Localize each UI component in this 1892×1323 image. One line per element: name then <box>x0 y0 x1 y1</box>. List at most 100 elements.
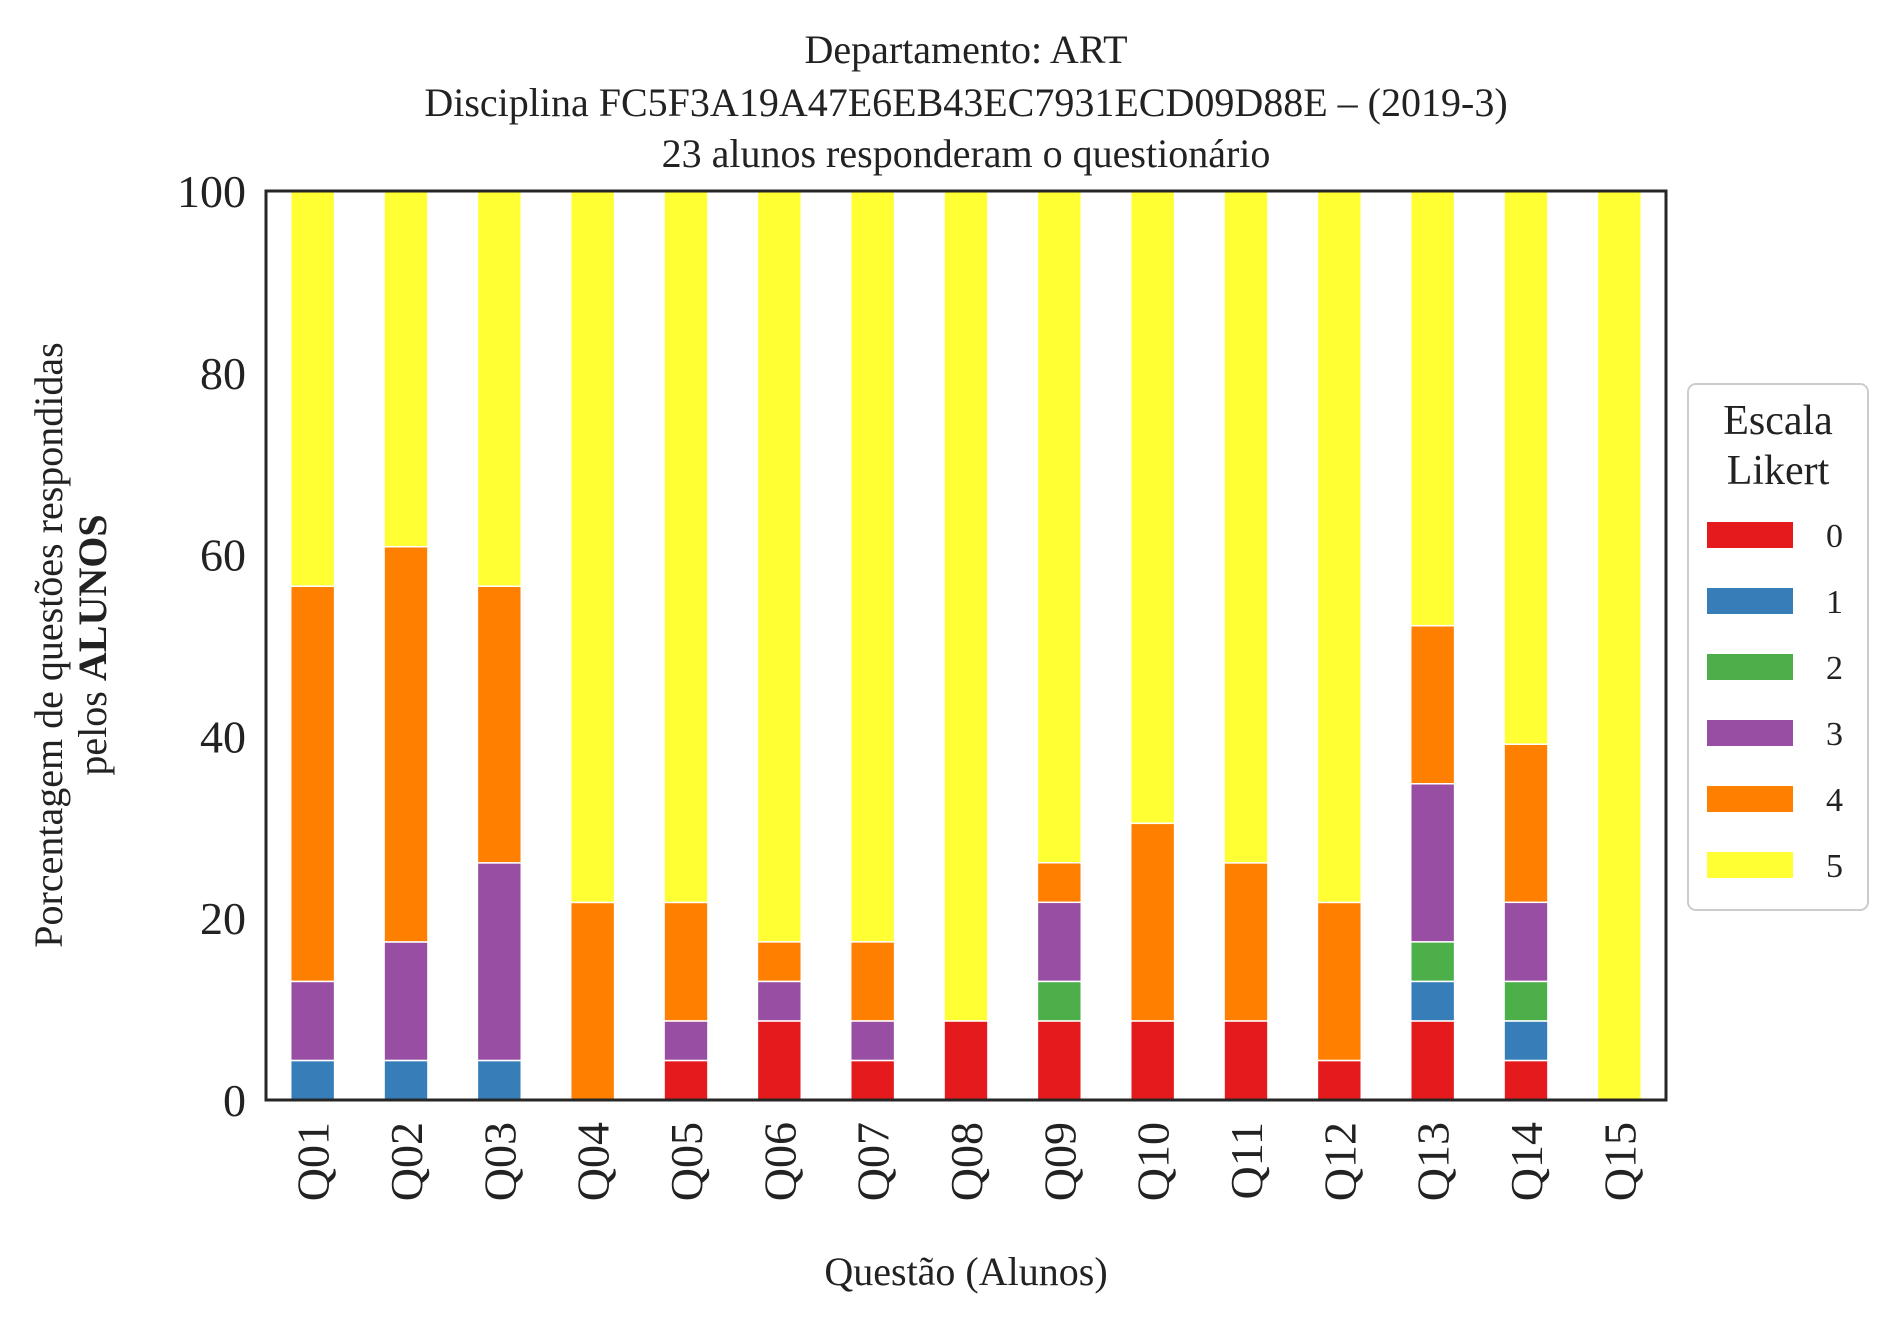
bar-q11-likert-0 <box>1223 1020 1269 1101</box>
bar-q10-likert-5 <box>1129 190 1176 825</box>
y-axis-label: Porcentagem de questões respondidas pelo… <box>26 342 115 947</box>
legend-swatch-2 <box>1707 654 1793 680</box>
legend-label-0: 0 <box>1826 518 1843 555</box>
bar-q14-likert-3 <box>1503 901 1549 983</box>
plot-frame <box>264 189 1668 1102</box>
bar-q09-likert-4 <box>1036 862 1083 904</box>
legend: Escala Likert 0 1 2 3 4 5 <box>1687 383 1869 911</box>
bar-q04-likert-4 <box>569 901 616 1101</box>
bar-q08-likert-5 <box>943 190 989 1022</box>
x-tick-label-q05: Q05 <box>661 1122 712 1201</box>
legend-label-4: 4 <box>1826 782 1843 819</box>
bar-q12-likert-4 <box>1316 901 1363 1062</box>
bar-q03-likert-1 <box>476 1059 523 1101</box>
bar-q13-likert-4 <box>1409 624 1456 785</box>
bar-q05-likert-4 <box>663 901 709 1022</box>
bar-q12-likert-5 <box>1316 190 1363 904</box>
legend-title-line-1: Escala <box>1723 398 1833 444</box>
x-tick-label-q13: Q13 <box>1408 1122 1459 1201</box>
bar-q09-likert-0 <box>1036 1020 1083 1101</box>
x-tick-label-q10: Q10 <box>1128 1122 1179 1201</box>
bar-q02-likert-4 <box>383 545 429 943</box>
chart-title: Departamento: ART Disciplina FC5F3A19A47… <box>424 27 1507 176</box>
y-axis-label-bold: ALUNOS <box>70 514 115 681</box>
y-tick-label-80: 80 <box>200 348 246 399</box>
x-axis-ticks: Q01 Q02 Q03 Q04 Q05 Q06 Q07 Q08 Q09 Q10 Q11 Q12 Q13 Q… <box>288 1122 1646 1201</box>
bar-q14-likert-2 <box>1503 980 1549 1022</box>
bar-q06-likert-5 <box>756 190 803 943</box>
y-axis-label-line-2: pelos ALUNOS <box>70 514 115 775</box>
x-tick-label-q07: Q07 <box>848 1122 899 1201</box>
legend-swatch-5 <box>1707 852 1793 878</box>
bar-q03-likert-3 <box>476 862 523 1062</box>
y-tick-label-60: 60 <box>200 530 246 581</box>
legend-swatch-4 <box>1707 786 1793 812</box>
bar-q04-likert-5 <box>569 190 616 904</box>
bar-q07-likert-5 <box>849 190 896 943</box>
title-line-2: Disciplina FC5F3A19A47E6EB43EC7931ECD09D… <box>424 80 1507 125</box>
bar-q09-likert-2 <box>1036 980 1083 1022</box>
bar-q01-likert-1 <box>289 1059 336 1101</box>
bar-q10-likert-4 <box>1129 822 1176 1022</box>
x-tick-label-q12: Q12 <box>1314 1122 1365 1201</box>
legend-items: 0 1 2 3 4 5 <box>1707 518 1843 885</box>
legend-label-5: 5 <box>1826 848 1843 885</box>
bar-q06-likert-0 <box>756 1020 803 1101</box>
bar-q15-likert-5 <box>1596 190 1643 1101</box>
bar-q09-likert-5 <box>1036 190 1083 864</box>
y-tick-label-0: 0 <box>223 1075 246 1126</box>
x-tick-label-q08: Q08 <box>941 1122 992 1201</box>
x-tick-label-q03: Q03 <box>474 1122 525 1201</box>
bar-q13-likert-3 <box>1409 783 1456 943</box>
bar-q05-likert-5 <box>663 190 709 904</box>
y-tick-label-20: 20 <box>200 893 246 944</box>
legend-title-line-2: Likert <box>1727 448 1830 494</box>
x-tick-label-q01: Q01 <box>288 1122 339 1201</box>
bar-q07-likert-3 <box>849 1020 896 1062</box>
bar-q13-likert-1 <box>1409 980 1456 1022</box>
y-axis-ticks: 0 20 40 60 80 100 <box>177 166 246 1126</box>
bars-group <box>289 190 1643 1101</box>
bar-q01-likert-4 <box>289 585 336 983</box>
legend-swatch-1 <box>1707 588 1793 614</box>
x-tick-label-q02: Q02 <box>381 1122 432 1201</box>
bar-q13-likert-5 <box>1409 190 1456 627</box>
bar-q05-likert-3 <box>663 1020 709 1062</box>
bar-q06-likert-3 <box>756 980 803 1022</box>
legend-swatch-3 <box>1707 720 1793 746</box>
bar-q01-likert-3 <box>289 980 336 1062</box>
bar-q06-likert-4 <box>756 941 803 983</box>
bar-q10-likert-0 <box>1129 1020 1176 1101</box>
title-line-1: Departamento: ART <box>804 27 1127 72</box>
legend-label-2: 2 <box>1826 650 1843 687</box>
bar-q03-likert-4 <box>476 585 523 864</box>
x-tick-label-q15: Q15 <box>1594 1122 1645 1201</box>
title-line-3: 23 alunos responderam o questionário <box>662 131 1271 176</box>
x-tick-label-q04: Q04 <box>568 1122 619 1201</box>
bar-q13-likert-2 <box>1409 941 1456 983</box>
bar-q14-likert-4 <box>1503 743 1549 904</box>
bar-q13-likert-0 <box>1409 1020 1456 1101</box>
bar-q11-likert-4 <box>1223 862 1269 1022</box>
bar-q02-likert-5 <box>383 190 429 548</box>
x-tick-label-q14: Q14 <box>1501 1122 1552 1201</box>
legend-label-1: 1 <box>1826 584 1843 621</box>
bar-q11-likert-5 <box>1223 190 1269 864</box>
bar-q14-likert-1 <box>1503 1020 1549 1062</box>
bar-q05-likert-0 <box>663 1059 709 1101</box>
legend-swatch-0 <box>1707 522 1793 548</box>
x-axis-label: Questão (Alunos) <box>824 1249 1107 1294</box>
bar-q02-likert-1 <box>383 1059 429 1101</box>
y-tick-label-40: 40 <box>200 711 246 762</box>
bar-q01-likert-5 <box>289 190 336 587</box>
x-tick-label-q06: Q06 <box>754 1122 805 1201</box>
bar-q07-likert-0 <box>849 1059 896 1101</box>
y-axis-label-line-1: Porcentagem de questões respondidas <box>26 342 71 947</box>
y-tick-label-100: 100 <box>177 166 246 217</box>
legend-label-3: 3 <box>1826 716 1843 753</box>
bar-q12-likert-0 <box>1316 1059 1363 1101</box>
bar-q14-likert-0 <box>1503 1059 1549 1101</box>
x-tick-label-q11: Q11 <box>1221 1122 1272 1200</box>
bar-q14-likert-5 <box>1503 190 1549 745</box>
